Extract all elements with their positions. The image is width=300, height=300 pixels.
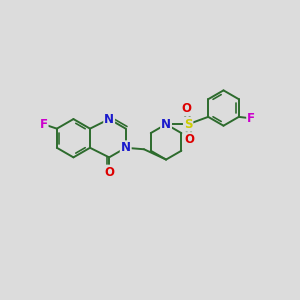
- Text: F: F: [247, 112, 255, 125]
- Text: O: O: [104, 166, 114, 178]
- Text: O: O: [184, 133, 195, 146]
- Text: S: S: [184, 118, 192, 131]
- Text: O: O: [182, 102, 192, 116]
- Text: N: N: [161, 118, 171, 131]
- Text: N: N: [121, 141, 131, 154]
- Text: N: N: [104, 112, 114, 126]
- Text: F: F: [40, 118, 48, 131]
